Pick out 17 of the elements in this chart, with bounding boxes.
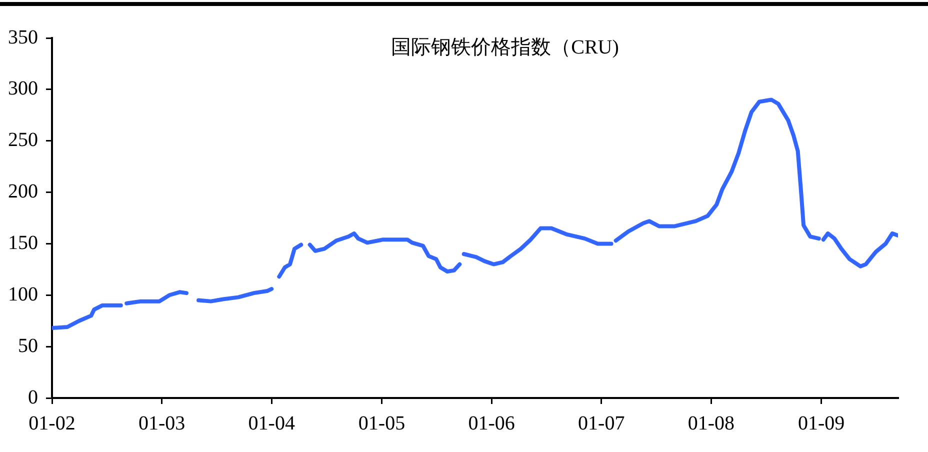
x-tick-label: 01-09 [798,412,845,434]
x-tick-label: 01-02 [28,412,76,434]
y-tick-label: 0 [28,386,38,408]
y-tick-label: 300 [8,78,38,100]
x-tick-label: 01-07 [578,412,625,434]
y-tick-label: 200 [8,180,38,203]
x-tick-label: 01-06 [468,412,515,434]
y-tick-label: 350 [8,26,38,48]
x-tick-label: 01-03 [138,412,186,434]
chart-title: 国际钢铁价格指数（CRU) [391,36,619,58]
x-tick-label: 01-05 [358,412,406,434]
y-tick-label: 250 [8,129,38,152]
y-tick-label: 100 [8,283,38,306]
x-tick-label: 01-04 [248,412,295,434]
x-tick-label: 01-08 [688,412,735,434]
y-tick-label: 50 [18,334,38,357]
y-tick-label: 150 [8,232,38,254]
